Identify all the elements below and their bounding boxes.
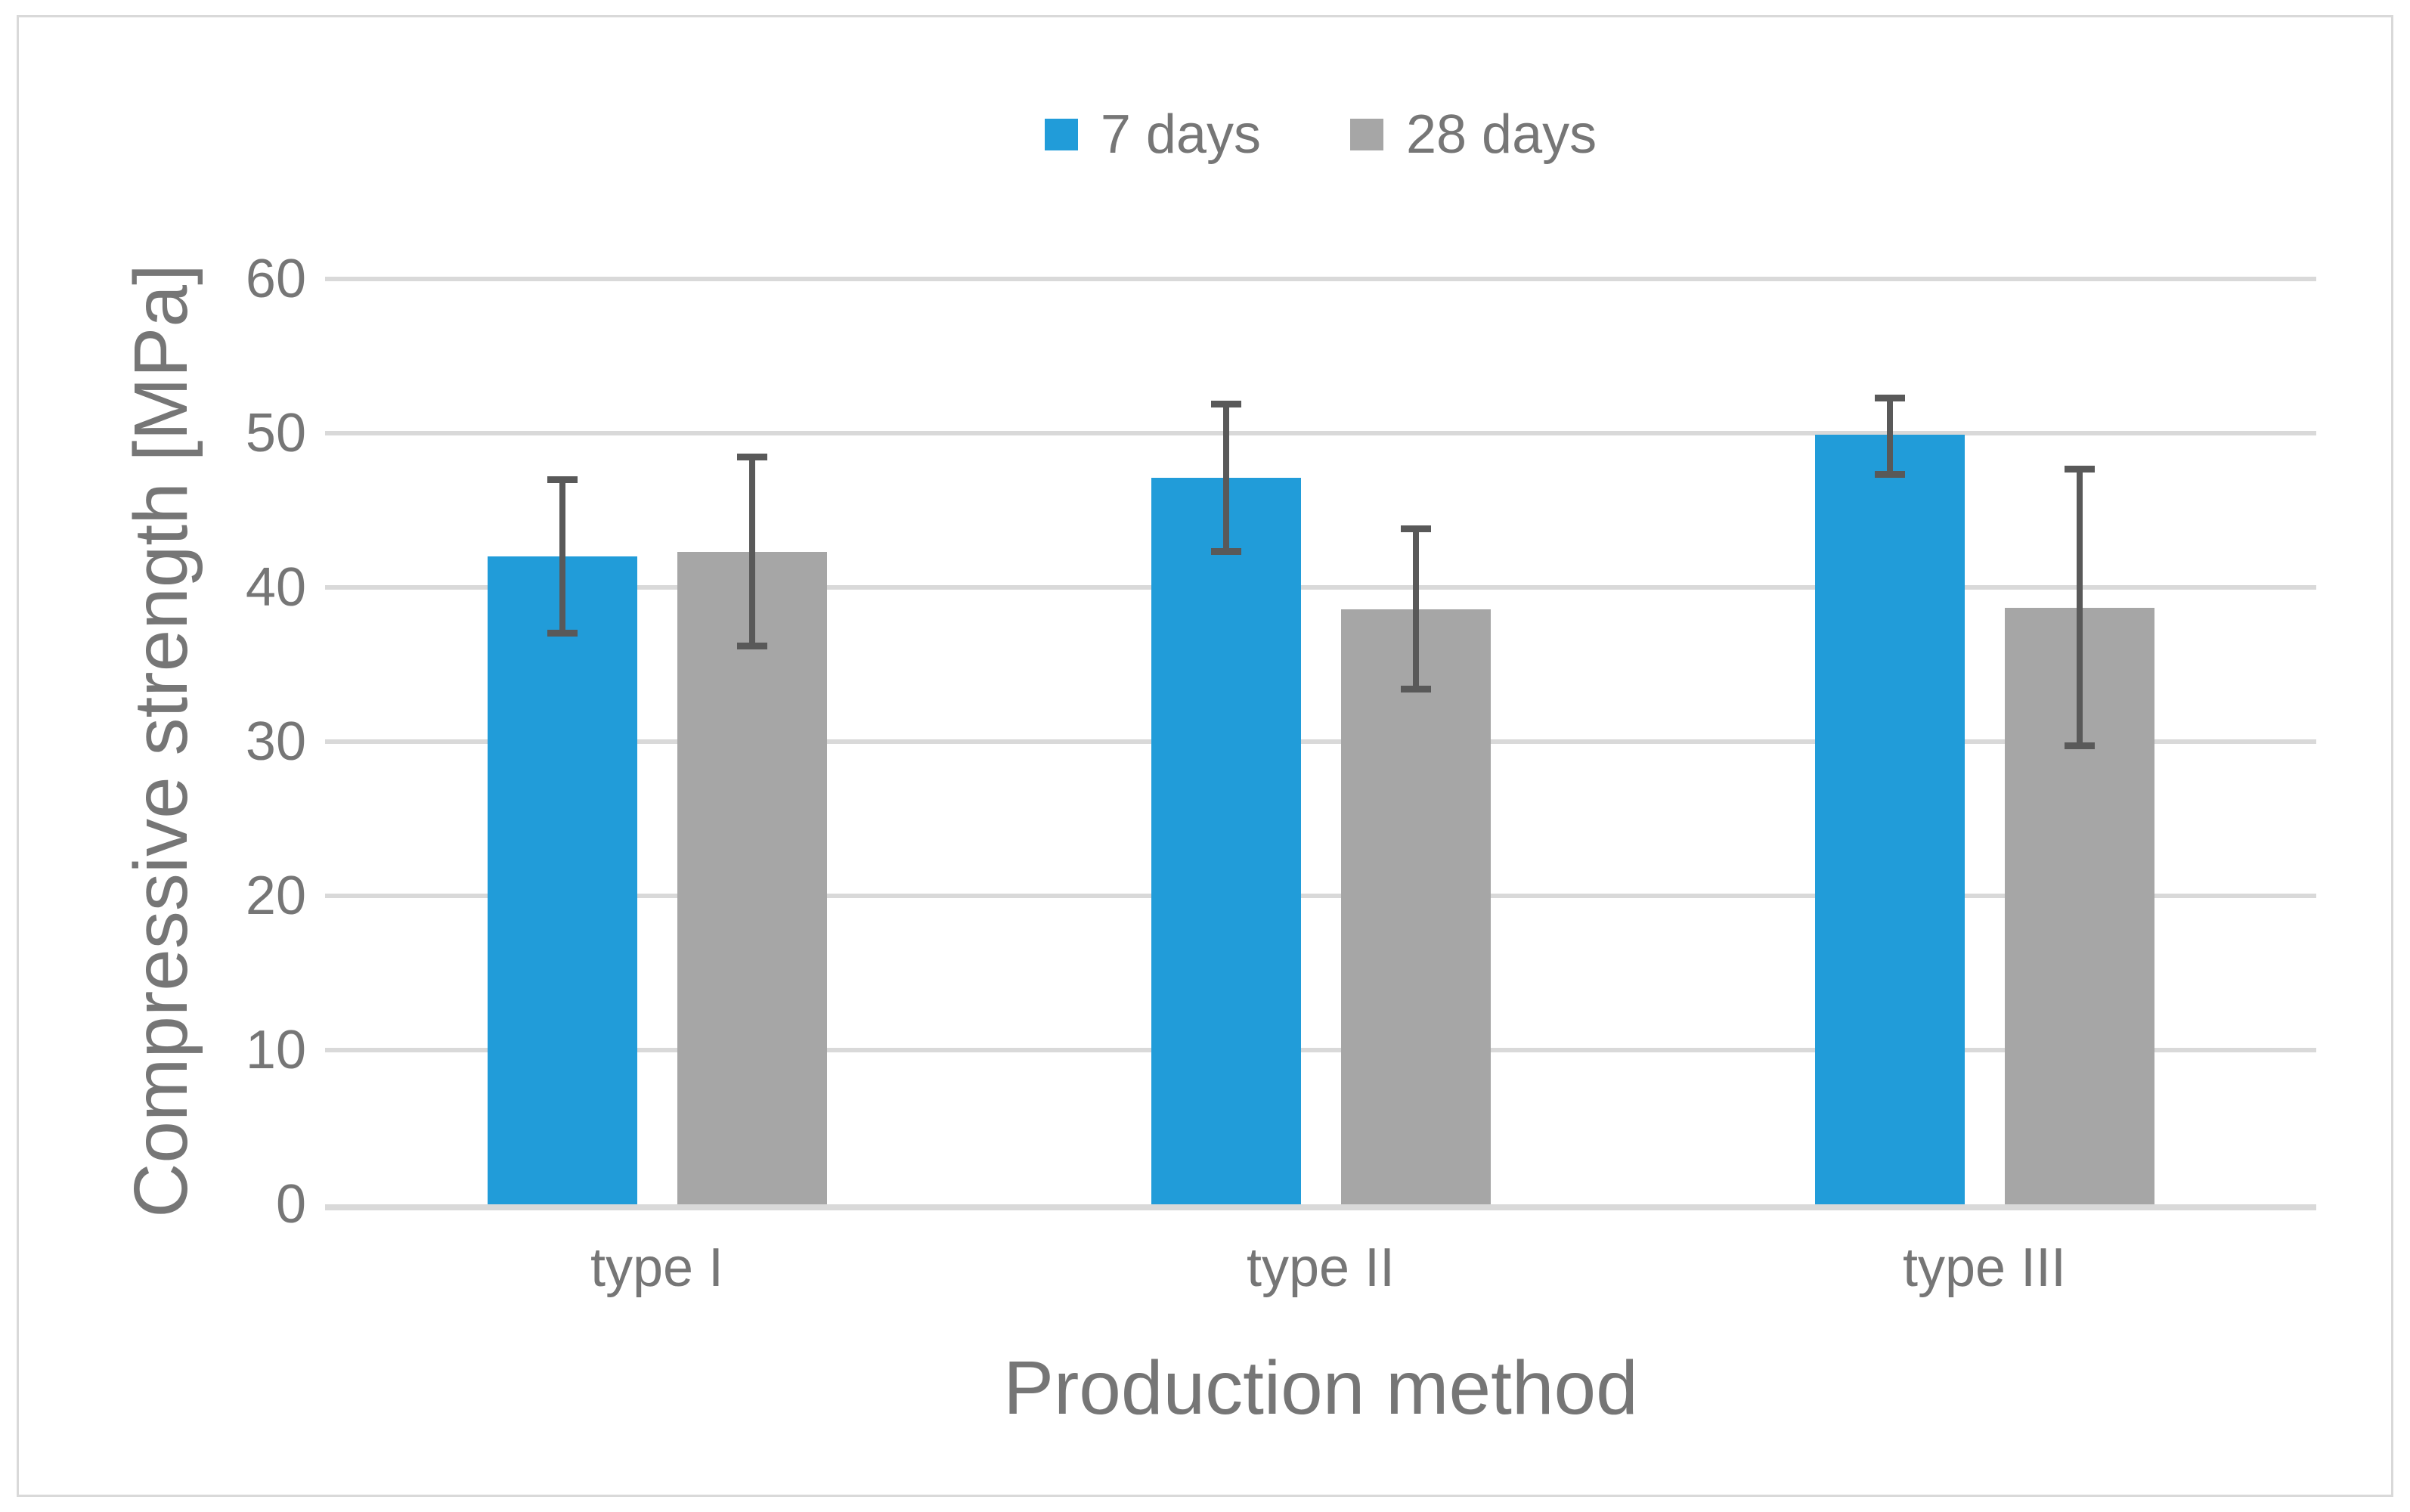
y-tick-label-10: 10 xyxy=(245,1020,306,1080)
error-bar-cap-top xyxy=(1874,395,1905,401)
y-axis-title: Compressive strength [MPa] xyxy=(119,264,203,1218)
y-tick-label-50: 50 xyxy=(245,403,306,463)
bar-7-days-1 xyxy=(487,556,637,1204)
error-bar-7-days-3 xyxy=(1874,395,1905,479)
x-axis-title: Production method xyxy=(1003,1346,1638,1430)
gridline-y-20 xyxy=(325,894,2316,898)
error-bar-cap-top xyxy=(1400,525,1431,533)
gridline-y-50 xyxy=(325,431,2316,435)
error-bar-28-days-2 xyxy=(1400,525,1431,692)
error-bar-cap-top xyxy=(547,476,578,484)
legend-item-28-days: 28 days xyxy=(1349,104,1597,165)
error-bar-7-days-2 xyxy=(1210,401,1241,556)
legend-item-7-days: 7 days xyxy=(1044,104,1261,165)
bar-28-days-2 xyxy=(1340,609,1491,1204)
y-tick-label-0: 0 xyxy=(275,1174,306,1235)
gridline-y-30 xyxy=(325,739,2316,744)
gridline-y-60 xyxy=(325,277,2316,281)
error-bar-cap-bottom xyxy=(2064,742,2095,750)
y-tick-label-60: 60 xyxy=(245,249,306,309)
error-bar-line xyxy=(1412,525,1419,692)
legend-swatch-7-days xyxy=(1044,119,1078,150)
error-bar-cap-bottom xyxy=(736,642,767,649)
error-bar-cap-bottom xyxy=(1400,685,1431,692)
plot-area: 0 10 20 30 40 50 60 type I type II type III xyxy=(246,252,2316,1295)
error-bar-line xyxy=(2076,465,2083,750)
x-tick-label-2: type II xyxy=(1246,1238,1396,1298)
error-bar-cap-top xyxy=(1210,401,1241,408)
bar-28-days-1 xyxy=(677,552,827,1204)
x-axis-line xyxy=(325,1204,2316,1210)
legend: 7 days 28 days xyxy=(325,104,2316,165)
gridline-y-40 xyxy=(325,585,2316,590)
error-bar-line xyxy=(1886,395,1893,479)
error-bar-7-days-1 xyxy=(547,476,578,637)
y-tick-label-30: 30 xyxy=(245,711,306,772)
bar-7-days-3 xyxy=(1814,435,1965,1204)
x-tick-label-1: type I xyxy=(590,1238,724,1298)
x-tick-label-3: type III xyxy=(1902,1238,2067,1298)
error-bar-28-days-3 xyxy=(2064,465,2095,750)
error-bar-cap-top xyxy=(2064,465,2095,472)
error-bar-line xyxy=(1222,401,1229,556)
error-bar-line xyxy=(748,453,755,649)
y-tick-label-20: 20 xyxy=(245,866,306,926)
legend-swatch-28-days xyxy=(1349,119,1383,150)
legend-label-28-days: 28 days xyxy=(1405,104,1597,165)
gridline-y-10 xyxy=(325,1048,2316,1052)
legend-label-7-days: 7 days xyxy=(1100,104,1261,165)
error-bar-cap-bottom xyxy=(547,630,578,637)
error-bar-cap-top xyxy=(736,453,767,460)
error-bar-cap-bottom xyxy=(1874,471,1905,479)
error-bar-28-days-1 xyxy=(736,453,767,649)
y-tick-label-40: 40 xyxy=(245,557,306,618)
bar-7-days-2 xyxy=(1151,478,1301,1204)
error-bar-cap-bottom xyxy=(1210,548,1241,556)
error-bar-line xyxy=(559,476,565,637)
